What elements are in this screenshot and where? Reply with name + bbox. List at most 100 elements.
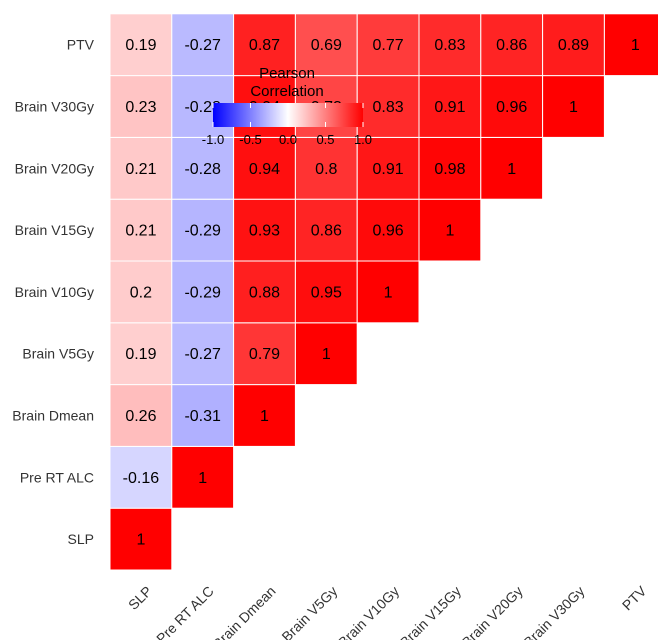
- y-axis-label: PTV: [67, 37, 95, 53]
- heatmap-cell: [109, 507, 173, 571]
- heatmap-cell: [233, 260, 296, 324]
- heatmap-cell-label: 0.88: [249, 284, 280, 301]
- heatmap-cell-label: 1: [322, 346, 331, 363]
- legend: Pearson Correlation -1.0 -0.5 0.0 0.5 1.0: [202, 65, 372, 147]
- legend-tick-label: 0.0: [279, 132, 297, 147]
- heatmap-cell-label: 0.89: [558, 37, 589, 54]
- heatmap-cell-label: 1: [631, 37, 640, 54]
- heatmap-cell: [480, 75, 544, 138]
- heatmap-cell: [418, 13, 482, 77]
- heatmap-cell-label: 1: [445, 223, 454, 240]
- heatmap-cell-label: 1: [507, 161, 516, 178]
- heatmap-cell: [356, 13, 420, 77]
- heatmap-cell-label: 1: [198, 470, 207, 487]
- heatmap-cell: [109, 198, 173, 262]
- heatmap-cell-label: -0.27: [184, 37, 221, 54]
- heatmap-cell-label: 0.95: [311, 284, 342, 301]
- heatmap-cell-label: 0.86: [496, 37, 527, 54]
- x-axis-label: Brain V10Gy: [335, 583, 402, 640]
- heatmap-cell-label: 0.93: [249, 223, 280, 240]
- legend-tick-label: 0.5: [316, 132, 334, 147]
- heatmap-cell-label: 0.91: [373, 161, 404, 178]
- y-axis-label: Pre RT ALC: [20, 469, 94, 485]
- heatmap-cell: [294, 198, 358, 262]
- heatmap-cell: [171, 445, 235, 509]
- heatmap-cell: [109, 13, 173, 77]
- heatmap-cell: [418, 75, 482, 138]
- heatmap-cell-label: -0.28: [184, 99, 221, 116]
- y-axis-label: Brain V10Gy: [15, 284, 94, 300]
- heatmap-cell-label: -0.16: [123, 470, 160, 487]
- y-axis-labels: SLP Pre RT ALC Brain Dmean Brain V5Gy Brain …: [12, 37, 94, 547]
- heatmap-cell: [294, 136, 358, 200]
- heatmap-cell-label: 0.21: [125, 223, 156, 240]
- heatmap-cell-label: 1: [569, 99, 578, 116]
- heatmap-cell-label: 0.98: [434, 161, 465, 178]
- heatmap-cells: [109, 13, 658, 571]
- heatmap-cell: [171, 322, 235, 386]
- heatmap-cell: [480, 13, 544, 77]
- legend-tick-label: -1.0: [202, 132, 224, 147]
- heatmap-cell-label: 0.26: [125, 408, 156, 425]
- heatmap-cell: [356, 75, 420, 138]
- heatmap-cell: [418, 198, 482, 262]
- heatmap-cell: [171, 75, 235, 138]
- heatmap-cell-label: 0.8: [315, 161, 337, 178]
- heatmap-cell: [109, 136, 173, 200]
- heatmap-cell: [233, 198, 296, 262]
- x-axis-label: Brain V5Gy: [278, 583, 340, 640]
- heatmap-cell-labels: 1 -0.16 0.26 0.19 0.2 0.21 0.21 0.23 0.19 1 -0.31 -…: [123, 37, 640, 548]
- heatmap-cell-label: 0.2: [130, 284, 152, 301]
- legend-tick-label: 1.0: [354, 132, 372, 147]
- heatmap-cell-label: 0.96: [496, 99, 527, 116]
- y-axis-label: Brain V15Gy: [15, 222, 94, 238]
- heatmap-cell-label: 0.69: [311, 37, 342, 54]
- heatmap-cell-label: 0.86: [311, 223, 342, 240]
- heatmap-cell-label: 1: [384, 284, 393, 301]
- heatmap-cell-label: -0.29: [184, 223, 221, 240]
- heatmap-cell: [109, 75, 173, 138]
- y-axis-label: Brain Dmean: [12, 408, 94, 424]
- heatmap-cell: [480, 136, 544, 200]
- heatmap-cell-label: 0.94: [249, 161, 280, 178]
- heatmap-cell-label: 0.96: [373, 223, 404, 240]
- heatmap-cell-label: -0.31: [184, 408, 221, 425]
- heatmap-cell-label: 0.91: [434, 99, 465, 116]
- heatmap-cell-label: 0.79: [249, 346, 280, 363]
- legend-tick-label: -0.5: [239, 132, 261, 147]
- y-axis-label: Brain V20Gy: [15, 160, 94, 176]
- x-axis-label: Brain V20Gy: [458, 583, 525, 640]
- y-axis-label: SLP: [68, 531, 94, 547]
- heatmap-cell-label: 0.23: [125, 99, 156, 116]
- heatmap-cell: [171, 13, 235, 77]
- x-axis-label: Brain V15Gy: [397, 583, 464, 640]
- heatmap-cell-label: 0.83: [373, 99, 404, 116]
- heatmap-cell-label: 0.19: [125, 37, 156, 54]
- heatmap-cell-label: 1: [136, 532, 145, 549]
- heatmap-cell-label: -0.27: [184, 346, 221, 363]
- x-axis-label: Brain V30Gy: [520, 583, 587, 640]
- heatmap-cell-label: 0.77: [373, 37, 404, 54]
- heatmap-cell-label: 0.87: [249, 37, 280, 54]
- heatmap-cell-label: 1: [260, 408, 269, 425]
- heatmap-cell: [109, 260, 173, 324]
- heatmap-cell: [233, 322, 296, 386]
- heatmap-cell-label: -0.28: [184, 161, 221, 178]
- heatmap-cell-label: 0.19: [125, 346, 156, 363]
- y-axis-label: Brain V30Gy: [15, 99, 94, 115]
- heatmap-cell-label: 0.21: [125, 161, 156, 178]
- heatmap-cell: [171, 260, 235, 324]
- legend-title-line2: Correlation: [250, 83, 323, 100]
- legend-ticks: -1.0 -0.5 0.0 0.5 1.0: [202, 103, 372, 147]
- heatmap-cell: [603, 13, 658, 77]
- y-axis-label: Brain V5Gy: [22, 346, 94, 362]
- legend-title-line1: Pearson: [259, 65, 315, 82]
- heatmap-cell: [294, 322, 358, 386]
- heatmap-cell: [109, 445, 173, 509]
- heatmap-cell: [233, 384, 296, 447]
- x-axis-label: PTV: [619, 582, 650, 613]
- x-axis-label: Pre RT ALC: [153, 583, 217, 640]
- x-axis-label: Brain Dmean: [210, 583, 279, 640]
